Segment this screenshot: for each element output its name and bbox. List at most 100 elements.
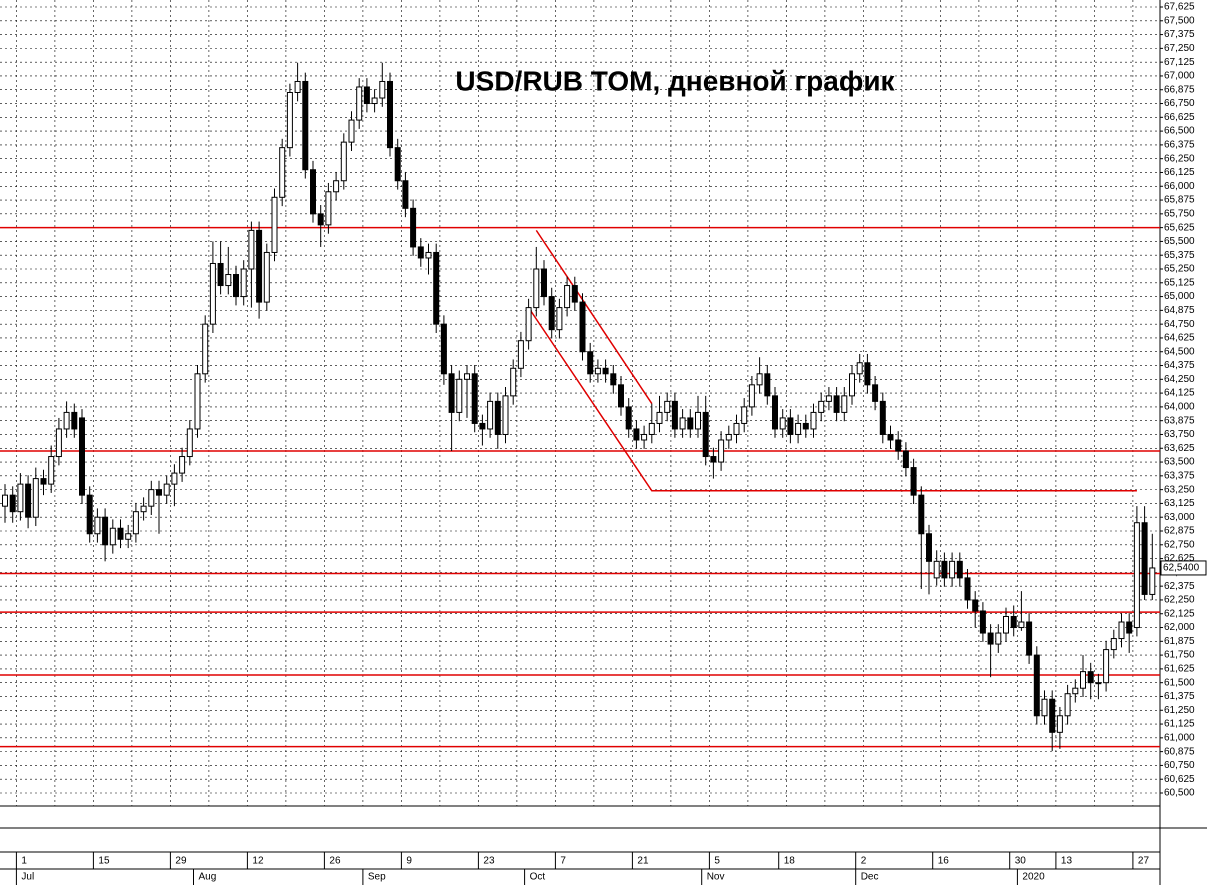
candle-body — [541, 268, 547, 298]
x-tick-label: 12 — [252, 856, 264, 867]
candle-body — [25, 483, 32, 518]
y-tick-label: 64,125 — [1164, 388, 1195, 399]
candle-body — [849, 373, 855, 397]
y-tick-label: 65,750 — [1164, 208, 1195, 219]
candle-body — [879, 400, 886, 435]
y-tick-label: 66,875 — [1164, 84, 1195, 95]
y-tick-label: 66,250 — [1164, 153, 1195, 164]
candle-body — [725, 433, 732, 441]
candle-body — [602, 367, 609, 375]
candle-body — [1033, 654, 1040, 717]
y-tick-label: 60,875 — [1164, 746, 1195, 757]
x-tick-label: 30 — [1015, 856, 1027, 867]
candle-body — [741, 406, 748, 424]
marks — [0, 62, 1160, 752]
y-tick-label: 60,500 — [1164, 788, 1195, 799]
x-tick-label: 13 — [1061, 856, 1073, 867]
candle-body — [471, 373, 478, 424]
candle-body — [718, 439, 725, 463]
y-tick-label: 61,875 — [1164, 636, 1195, 647]
trend-line — [535, 229, 653, 405]
candle-body — [448, 373, 455, 413]
y-tick-label: 64,000 — [1164, 402, 1195, 413]
x-tick-label: 16 — [938, 856, 950, 867]
candle-body — [887, 433, 894, 441]
y-tick-label: 60,625 — [1164, 774, 1195, 785]
y-tick-label: 65,125 — [1164, 277, 1195, 288]
y-tick-label: 65,250 — [1164, 264, 1195, 275]
x-tick-label: 5 — [714, 856, 720, 867]
y-tick-label: 65,375 — [1164, 250, 1195, 261]
x-tick-label: 1 — [21, 856, 27, 867]
y-tick-label: 62,375 — [1164, 581, 1195, 592]
candle-body — [787, 417, 794, 435]
x-tick-label: 29 — [175, 856, 187, 867]
candle-body — [641, 433, 648, 441]
y-tick-label: 61,250 — [1164, 705, 1195, 716]
candle-body — [779, 417, 786, 430]
y-tick-label: 67,500 — [1164, 15, 1195, 26]
y-tick-label: 61,375 — [1164, 691, 1195, 702]
chart-title: USD/RUB TOM, дневной график — [455, 65, 895, 96]
y-tick-label: 63,750 — [1164, 429, 1195, 440]
candle-body — [995, 632, 1002, 645]
candle-body — [695, 411, 701, 430]
candle-body — [286, 91, 293, 149]
candle-body — [202, 323, 209, 375]
candle-body — [48, 456, 55, 485]
x-tick-label: 26 — [329, 856, 341, 867]
candle-body — [487, 400, 494, 430]
candle-body — [926, 533, 932, 562]
month-label: Jul — [21, 872, 34, 883]
candle-body — [910, 467, 917, 496]
y-tick-label: 67,125 — [1164, 57, 1195, 68]
candle-body — [872, 384, 879, 402]
candle-body — [979, 610, 986, 634]
candle-body — [579, 301, 586, 353]
candle-body — [17, 483, 24, 513]
y-tick-label: 64,375 — [1164, 360, 1195, 371]
candle-body — [302, 80, 309, 171]
candle-body — [1056, 715, 1063, 733]
y-tick-label: 61,125 — [1164, 719, 1195, 730]
candle-body — [79, 417, 85, 496]
y-tick-label: 61,000 — [1164, 732, 1195, 743]
candle-body — [102, 516, 109, 546]
y-tick-label: 65,875 — [1164, 195, 1195, 206]
candle-body — [618, 384, 624, 408]
candle-body — [209, 262, 216, 325]
candle-body — [633, 428, 640, 441]
candle-body — [733, 422, 740, 435]
candle-body — [1003, 615, 1009, 634]
y-tick-label: 64,875 — [1164, 305, 1195, 316]
candle-body — [163, 483, 170, 496]
candle-body — [556, 307, 563, 331]
x-tick-label: 15 — [98, 856, 110, 867]
candle-body — [356, 86, 363, 121]
x-tick-label: 9 — [406, 856, 412, 867]
candle-body — [317, 213, 324, 226]
x-tick-label: 18 — [784, 856, 796, 867]
y-tick-label: 66,500 — [1164, 126, 1195, 137]
candle-body — [425, 251, 432, 259]
y-tick-label: 64,625 — [1164, 333, 1195, 344]
y-tick-label: 60,750 — [1164, 760, 1195, 771]
candle-body — [263, 251, 270, 303]
y-tick-label: 66,750 — [1164, 98, 1195, 109]
candle-body — [533, 268, 540, 309]
candle-body — [587, 351, 594, 375]
y-tick-label: 63,500 — [1164, 457, 1195, 468]
candle-body — [949, 560, 956, 579]
candle-body — [125, 533, 132, 540]
y-tick-label: 61,750 — [1164, 650, 1195, 661]
candle-body — [55, 428, 62, 458]
candle-body — [325, 191, 332, 226]
candle-body — [648, 422, 655, 435]
candle-body — [148, 489, 155, 507]
candle-body — [664, 400, 671, 413]
y-tick-label: 67,375 — [1164, 29, 1195, 40]
candle-body — [687, 417, 694, 430]
candle-body — [933, 560, 940, 579]
y-tick-label: 67,625 — [1164, 2, 1195, 13]
